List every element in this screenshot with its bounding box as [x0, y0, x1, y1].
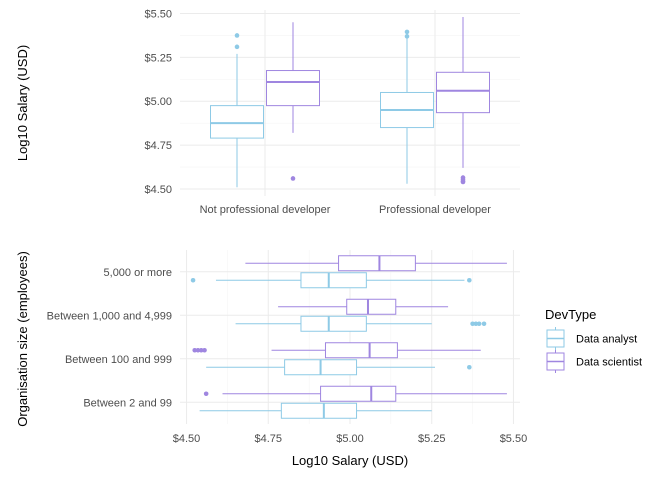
bottom-x-tick-label: $5.50	[500, 433, 528, 445]
iqr-box	[346, 298, 397, 315]
legend-label: Data analyst	[576, 334, 637, 346]
top-x-tick-label: Not professional developer	[200, 204, 331, 216]
outlier-point	[202, 347, 207, 353]
hbox-data-analyst-5-000-or-more	[190, 272, 472, 289]
iqr-box	[266, 70, 320, 107]
outlier-point	[198, 347, 204, 353]
bottom-y-tick-label: Between 100 and 999	[65, 354, 172, 366]
hbox-data-scientist-between-1-000-and-4-999	[278, 298, 449, 315]
outlier-point	[203, 391, 209, 397]
outlier-point	[473, 321, 479, 327]
box-data-scientist-professional-developer	[436, 17, 490, 185]
iqr-box	[320, 385, 397, 402]
bottom-x-tick-label: $4.75	[255, 433, 283, 445]
hbox-data-scientist-5-000-or-more	[245, 255, 507, 272]
legend: DevType Data analyst Data scientist	[545, 307, 642, 373]
bottom-x-tick-label: $5.00	[336, 433, 364, 445]
outlier-point	[470, 321, 475, 327]
outlier-point	[404, 34, 410, 39]
iqr-box	[300, 272, 367, 289]
legend-item-data-scientist: Data scientist	[546, 350, 642, 373]
outlier-point	[481, 321, 487, 327]
legend-label: Data scientist	[576, 357, 642, 369]
bottom-x-axis-title: Log10 Salary (USD)	[292, 453, 408, 468]
top-y-tick-label: $4.75	[144, 140, 172, 152]
bottom-y-tick-label: Between 1,000 and 4,999	[47, 310, 172, 322]
hbox-data-analyst-between-1-000-and-4-999	[235, 315, 487, 332]
outlier-point	[467, 277, 472, 283]
box-data-analyst-professional-developer	[380, 29, 434, 184]
bottom-panel-orgsize-boxplot: $4.50 $4.75 $5.00 $5.25 $5.50 5,000 or more Be…	[15, 250, 527, 468]
outlier-point	[195, 347, 201, 353]
top-y-tick-label: $5.50	[144, 9, 172, 21]
iqr-box	[280, 402, 358, 419]
hbox-data-scientist-between-2-and-99	[203, 385, 507, 402]
hbox-data-analyst-between-2-and-99	[199, 402, 432, 419]
outlier-point	[476, 321, 482, 327]
outlier-point	[192, 347, 198, 353]
iqr-box	[300, 315, 367, 332]
iqr-box	[210, 105, 264, 139]
outlier-point	[234, 44, 240, 50]
outlier-point	[467, 364, 472, 370]
hbox-data-scientist-between-100-and-999	[192, 342, 481, 359]
iqr-box	[338, 255, 416, 272]
bottom-y-tick-label: Between 2 and 99	[83, 397, 172, 409]
top-y-axis-title: Log10 Salary (USD)	[15, 45, 30, 161]
outlier-point	[190, 277, 196, 283]
bottom-y-tick-label: 5,000 or more	[104, 267, 172, 279]
bottom-x-tick-label: $5.25	[418, 433, 446, 445]
top-x-tick-label: Professional developer	[379, 204, 491, 216]
top-y-tick-label: $5.25	[144, 52, 172, 64]
top-panel-devtype-boxplot: $4.50 $4.75 $5.00 $5.25 $5.50 Not professiona…	[15, 9, 520, 216]
outlier-point	[290, 176, 296, 181]
top-y-tick-label: $5.00	[144, 96, 172, 108]
outlier-point	[460, 175, 466, 180]
bottom-y-axis-title: Organisation size (employees)	[15, 251, 30, 427]
iqr-box	[324, 342, 398, 359]
outlier-point	[234, 33, 240, 38]
legend-item-data-analyst: Data analyst	[546, 327, 637, 350]
iqr-box	[436, 71, 490, 114]
hbox-data-analyst-between-100-and-999	[206, 359, 472, 376]
legend-title: DevType	[545, 307, 596, 322]
outlier-point	[404, 29, 410, 35]
top-y-tick-label: $4.50	[144, 184, 172, 196]
box-data-analyst-not-professional-developer	[210, 33, 264, 188]
bottom-x-tick-label: $4.50	[173, 433, 201, 445]
box-data-scientist-not-professional-developer	[266, 22, 320, 181]
